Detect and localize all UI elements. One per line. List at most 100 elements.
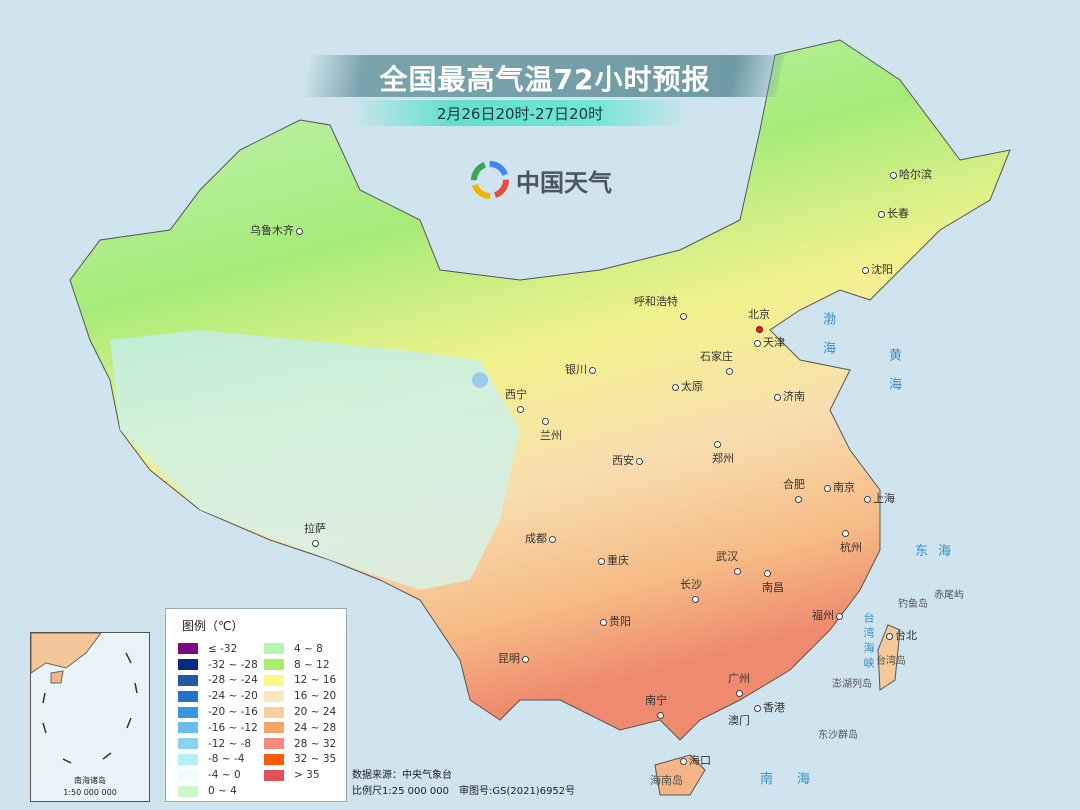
- inset-scale: 1:50 000 000: [63, 788, 117, 797]
- logo-text: 中国天气: [516, 168, 612, 197]
- city-label: 南宁: [645, 692, 667, 721]
- legend-item: 0 ~ 4: [178, 783, 258, 799]
- island-label: 澎湖列岛: [832, 679, 872, 690]
- city-label: 长沙: [680, 576, 702, 605]
- legend-label: -8 ~ -4: [208, 753, 245, 766]
- city-label: 长春: [876, 205, 909, 221]
- city-label: 天津: [752, 334, 785, 350]
- legend-label: -4 ~ 0: [208, 769, 241, 782]
- south-china-sea-inset: 南海诸岛 1:50 000 000: [30, 632, 150, 802]
- city-label: 呼和浩特: [634, 293, 689, 322]
- city-label: 成都: [525, 530, 558, 546]
- legend-swatch: [178, 706, 198, 718]
- legend-swatch: [178, 690, 198, 702]
- legend-label: -28 ~ -24: [208, 674, 258, 687]
- legend-title: 图例（℃）: [182, 619, 244, 633]
- city-label: 银川: [565, 361, 598, 377]
- legend-item: ≤ -32: [178, 641, 258, 657]
- legend-swatch: [178, 643, 198, 655]
- legend-label: 0 ~ 4: [208, 785, 237, 798]
- hainan-island: [654, 754, 706, 796]
- sea-label: 南海: [760, 772, 835, 787]
- legend-item: -4 ~ 0: [178, 767, 258, 783]
- city-label: 西宁: [505, 386, 527, 415]
- island-label: 赤尾屿: [934, 590, 964, 601]
- city-label: 石家庄: [700, 348, 735, 377]
- legend-label: > 35: [294, 769, 320, 782]
- island-label: 台湾岛: [876, 656, 906, 667]
- city-label: 昆明: [498, 650, 531, 666]
- legend-swatch: [264, 722, 284, 734]
- cold-west-region: [110, 330, 520, 590]
- qinghai-lake: [472, 372, 488, 388]
- legend-item: 28 ~ 32: [264, 736, 336, 752]
- legend-label: 8 ~ 12: [294, 658, 330, 671]
- sea-label: 黄海: [886, 348, 901, 406]
- scale-and-approval: 比例尺1:25 000 000 审图号:GS(2021)6952号: [352, 786, 576, 797]
- legend-swatch: [264, 706, 284, 718]
- legend-swatch: [178, 769, 198, 781]
- legend-item: -8 ~ -4: [178, 752, 258, 768]
- footer: 数据来源：中央气象台 比例尺1:25 000 000 审图号:GS(2021)6…: [352, 768, 575, 800]
- page-subtitle: 2月26日20时-27日20时: [436, 105, 604, 123]
- legend-item: 16 ~ 20: [264, 688, 336, 704]
- logo: 中国天气: [470, 160, 612, 200]
- sea-label: 渤海: [820, 312, 835, 370]
- city-label: 重庆: [596, 552, 629, 568]
- data-source: 数据来源：中央气象台: [352, 770, 452, 781]
- city-label: 广州: [728, 670, 750, 699]
- legend-item: -12 ~ -8: [178, 736, 258, 752]
- legend-label: 4 ~ 8: [294, 642, 323, 655]
- city-label: 太原: [670, 378, 703, 394]
- legend-swatch: [264, 753, 284, 765]
- legend-swatch: [178, 738, 198, 750]
- legend-label: 28 ~ 32: [294, 737, 337, 750]
- legend-swatch: [264, 659, 284, 671]
- legend-label: -32 ~ -28: [208, 658, 258, 671]
- china-landmass: [69, 39, 1011, 741]
- city-label: 拉萨: [304, 520, 326, 549]
- legend-swatch: [178, 753, 198, 765]
- legend-label: -12 ~ -8: [208, 737, 252, 750]
- legend-label: 12 ~ 16: [294, 674, 337, 687]
- legend-swatch: [178, 785, 198, 797]
- legend-item: 12 ~ 16: [264, 673, 336, 689]
- legend-label: ≤ -32: [208, 642, 238, 655]
- legend-item: -28 ~ -24: [178, 673, 258, 689]
- taiwan-island: [877, 624, 901, 691]
- legend-label: -20 ~ -16: [208, 706, 258, 719]
- city-label: 郑州: [712, 437, 734, 466]
- legend-column: 4 ~ 8 8 ~ 12 12 ~ 16 16 ~ 20 20 ~ 24 24 ~ 28 2…: [264, 641, 336, 783]
- legend-swatch: [264, 674, 284, 686]
- legend-label: 32 ~ 35: [294, 753, 337, 766]
- inset-map: [30, 632, 138, 764]
- city-label: 武汉: [716, 548, 743, 577]
- legend-swatch: [264, 690, 284, 702]
- city-label: 合肥: [783, 476, 805, 505]
- legend-item: 8 ~ 12: [264, 657, 336, 673]
- legend-item: > 35: [264, 767, 336, 783]
- legend-label: -24 ~ -20: [208, 690, 258, 703]
- legend-label: 16 ~ 20: [294, 690, 337, 703]
- legend-label: 24 ~ 28: [294, 721, 337, 734]
- legend-item: -32 ~ -28: [178, 657, 258, 673]
- capital-label: 北京: [748, 306, 770, 335]
- city-label: 哈尔滨: [888, 166, 932, 182]
- legend-item: 32 ~ 35: [264, 752, 336, 768]
- sea-label: 东海: [915, 544, 962, 559]
- island-label: 钓鱼岛: [898, 599, 928, 610]
- inset-title: 南海诸岛: [74, 776, 106, 785]
- city-label: 海口: [678, 752, 711, 768]
- city-label: 福州: [812, 607, 845, 623]
- legend-item: 20 ~ 24: [264, 704, 336, 720]
- city-label: 台北: [884, 627, 917, 643]
- city-label: 沈阳: [860, 261, 893, 277]
- legend-swatch: [264, 738, 284, 750]
- island-label: 东沙群岛: [818, 730, 858, 741]
- legend-swatch: [178, 659, 198, 671]
- sea-label: 台湾海峡: [862, 612, 875, 672]
- city-label: 贵阳: [598, 613, 631, 629]
- legend-label: -16 ~ -12: [208, 721, 258, 734]
- legend-item: 24 ~ 28: [264, 720, 336, 736]
